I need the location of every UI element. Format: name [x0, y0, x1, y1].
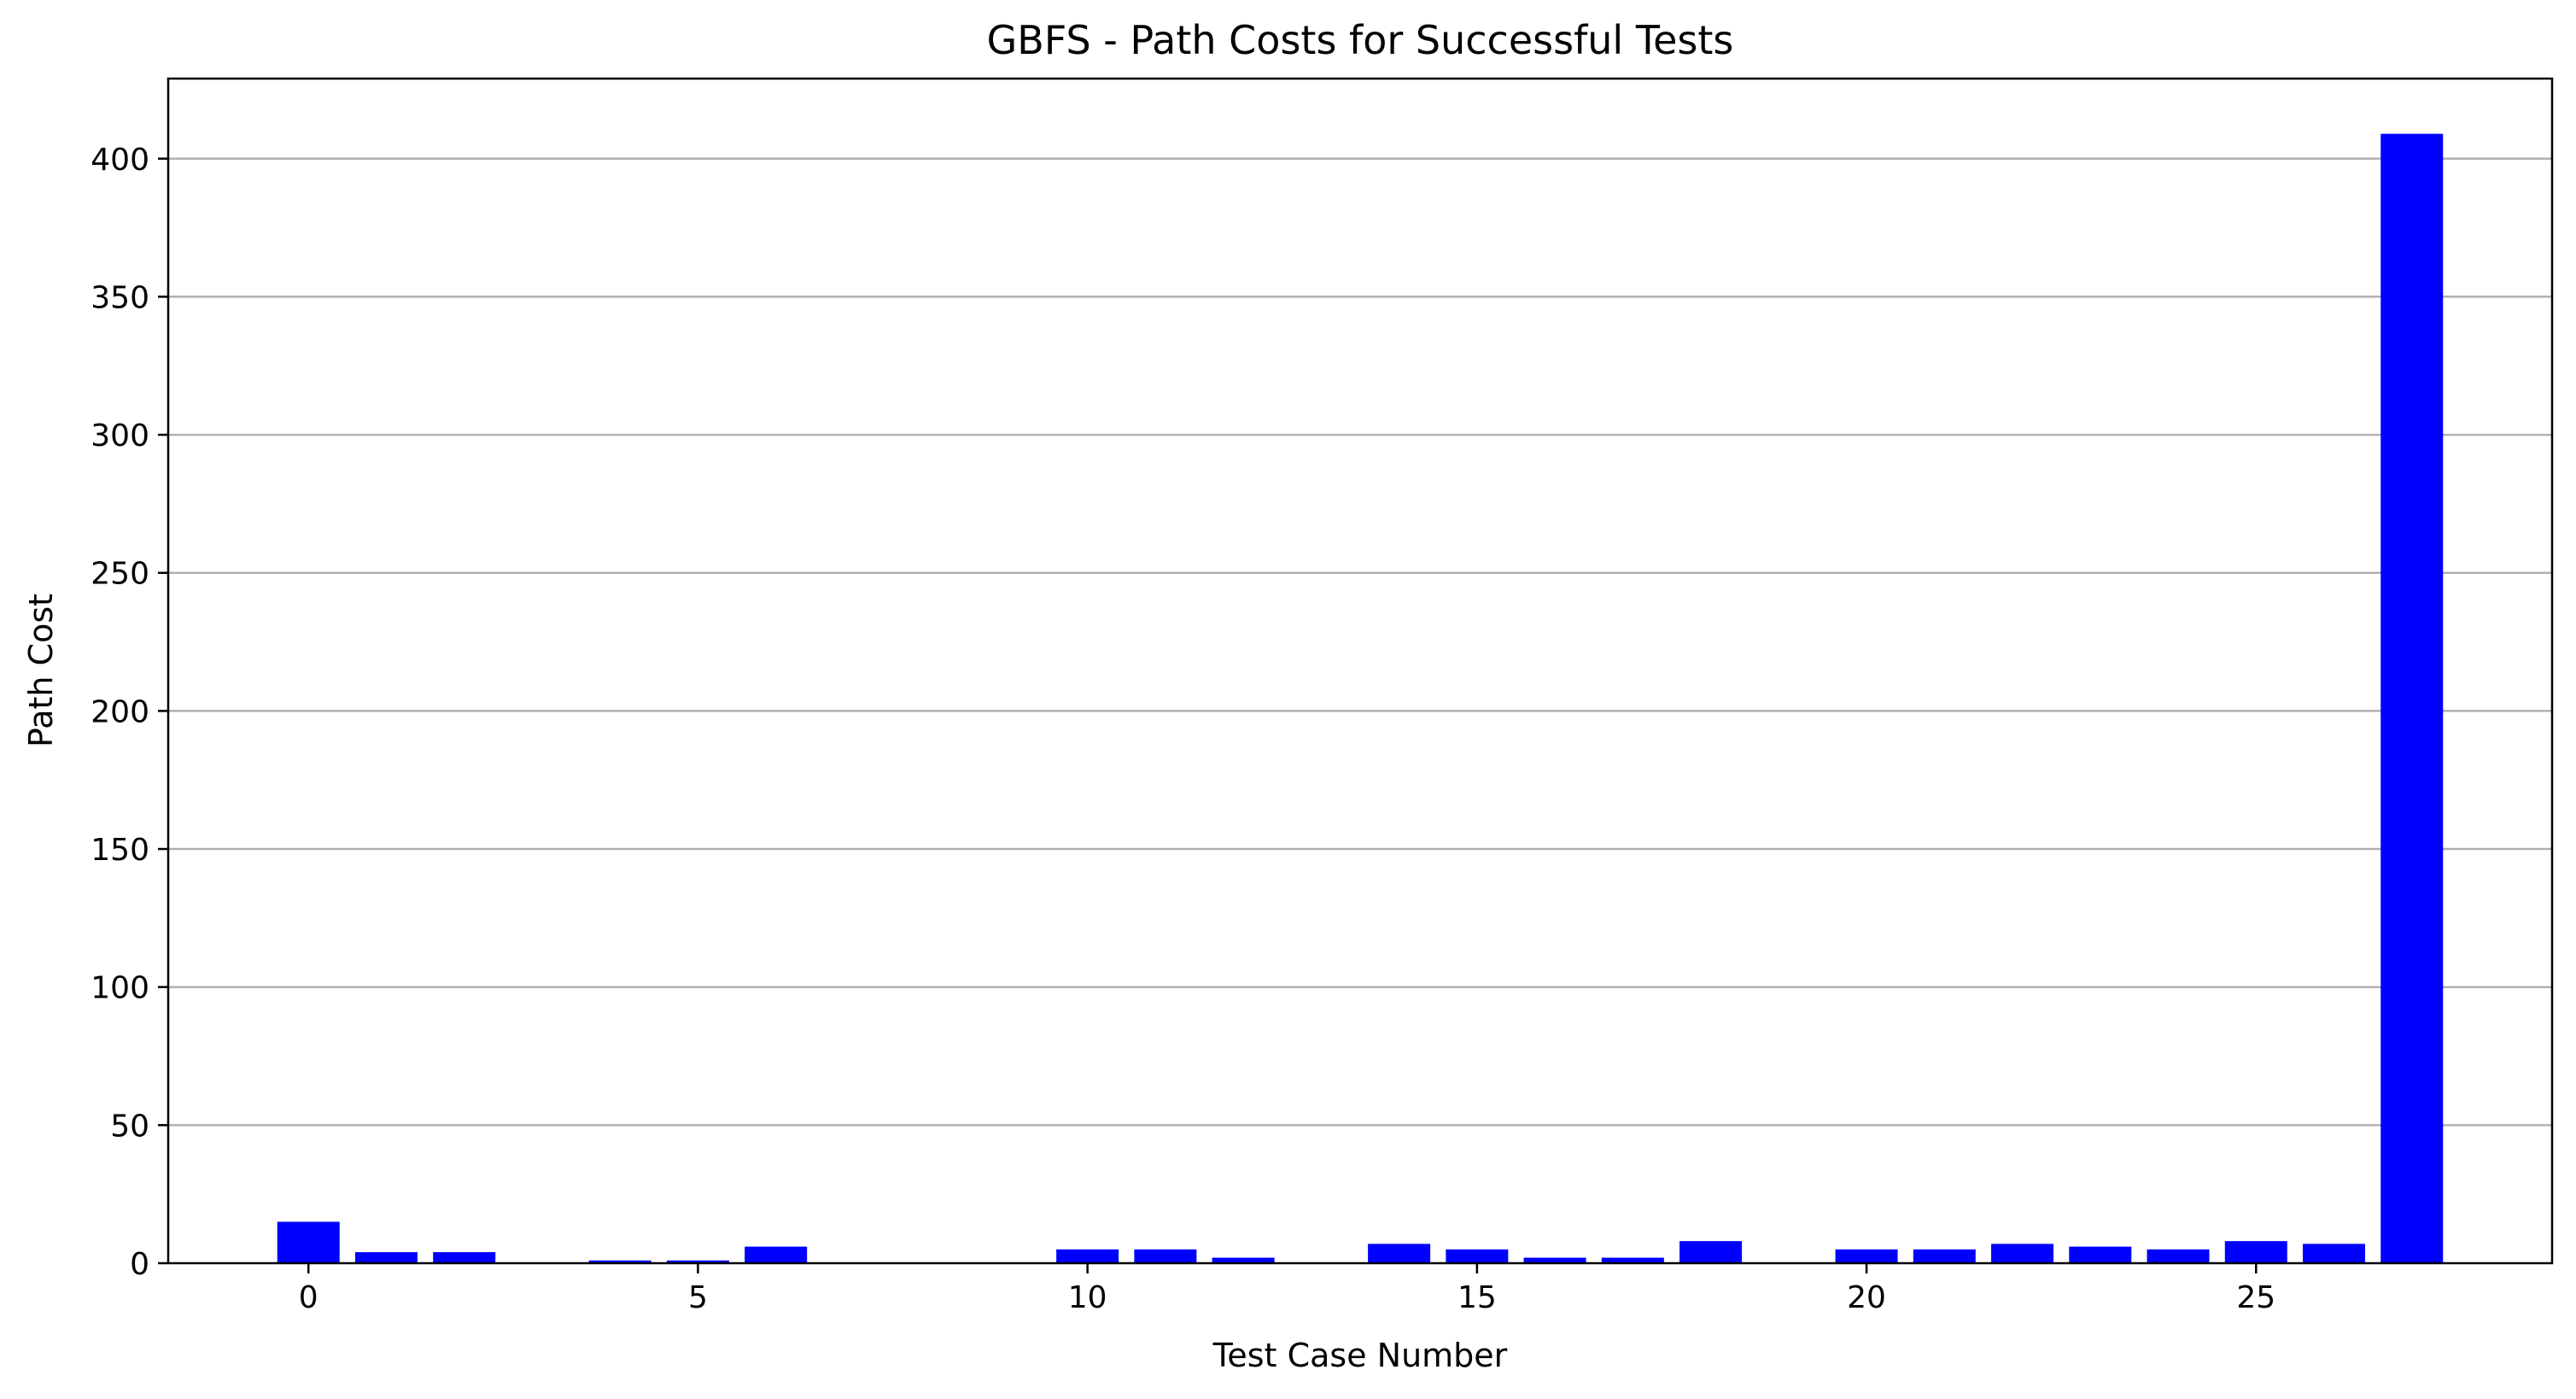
y-tick-label: 0: [130, 1247, 149, 1282]
x-tick-label: 20: [1847, 1280, 1886, 1315]
y-tick-label: 250: [91, 557, 149, 592]
bar: [2380, 133, 2444, 1264]
bar: [2069, 1246, 2132, 1263]
x-tick-label: 5: [688, 1280, 708, 1315]
y-tick-label: 300: [91, 419, 149, 454]
bar: [666, 1260, 729, 1263]
bar: [433, 1252, 496, 1263]
y-axis-title: Path Cost: [22, 594, 60, 747]
y-tick-label: 150: [91, 833, 149, 868]
x-tick-label: 25: [2236, 1280, 2275, 1315]
bar: [2303, 1244, 2366, 1263]
y-tick-label: 350: [91, 280, 149, 315]
bar: [1913, 1249, 1976, 1263]
grid-lines: [168, 157, 2552, 1127]
bar: [1835, 1249, 1898, 1263]
x-axis-ticks: 0 5 10 15 20 25: [299, 1263, 2275, 1315]
bar: [588, 1260, 651, 1263]
bar: [1523, 1257, 1586, 1263]
y-axis-ticks: 0 50 100 150 200 250 300 350 400: [91, 143, 168, 1282]
bar: [1446, 1249, 1509, 1263]
bar: [1368, 1244, 1431, 1263]
bar: [1212, 1257, 1275, 1263]
x-tick-label: 0: [299, 1280, 318, 1315]
y-tick-label: 100: [91, 971, 149, 1006]
bar: [2147, 1249, 2210, 1263]
bar: [1134, 1249, 1197, 1263]
y-tick-label: 200: [91, 694, 149, 729]
bar: [354, 1252, 418, 1263]
x-axis-title: Test Case Number: [1212, 1337, 1508, 1374]
bar: [1056, 1249, 1119, 1263]
bar: [1991, 1244, 2054, 1263]
y-tick-label: 50: [110, 1109, 149, 1144]
bar: [2224, 1241, 2287, 1263]
bar: [1601, 1257, 1664, 1263]
x-tick-label: 15: [1457, 1280, 1497, 1315]
plot-frame: [166, 77, 2554, 1265]
bar: [1679, 1241, 1743, 1263]
bars: [277, 133, 2444, 1264]
bar: [745, 1246, 808, 1263]
chart-title: GBFS - Path Costs for Successful Tests: [987, 17, 1734, 63]
y-tick-label: 400: [91, 143, 149, 178]
bar: [277, 1221, 340, 1263]
x-tick-label: 10: [1068, 1280, 1107, 1315]
